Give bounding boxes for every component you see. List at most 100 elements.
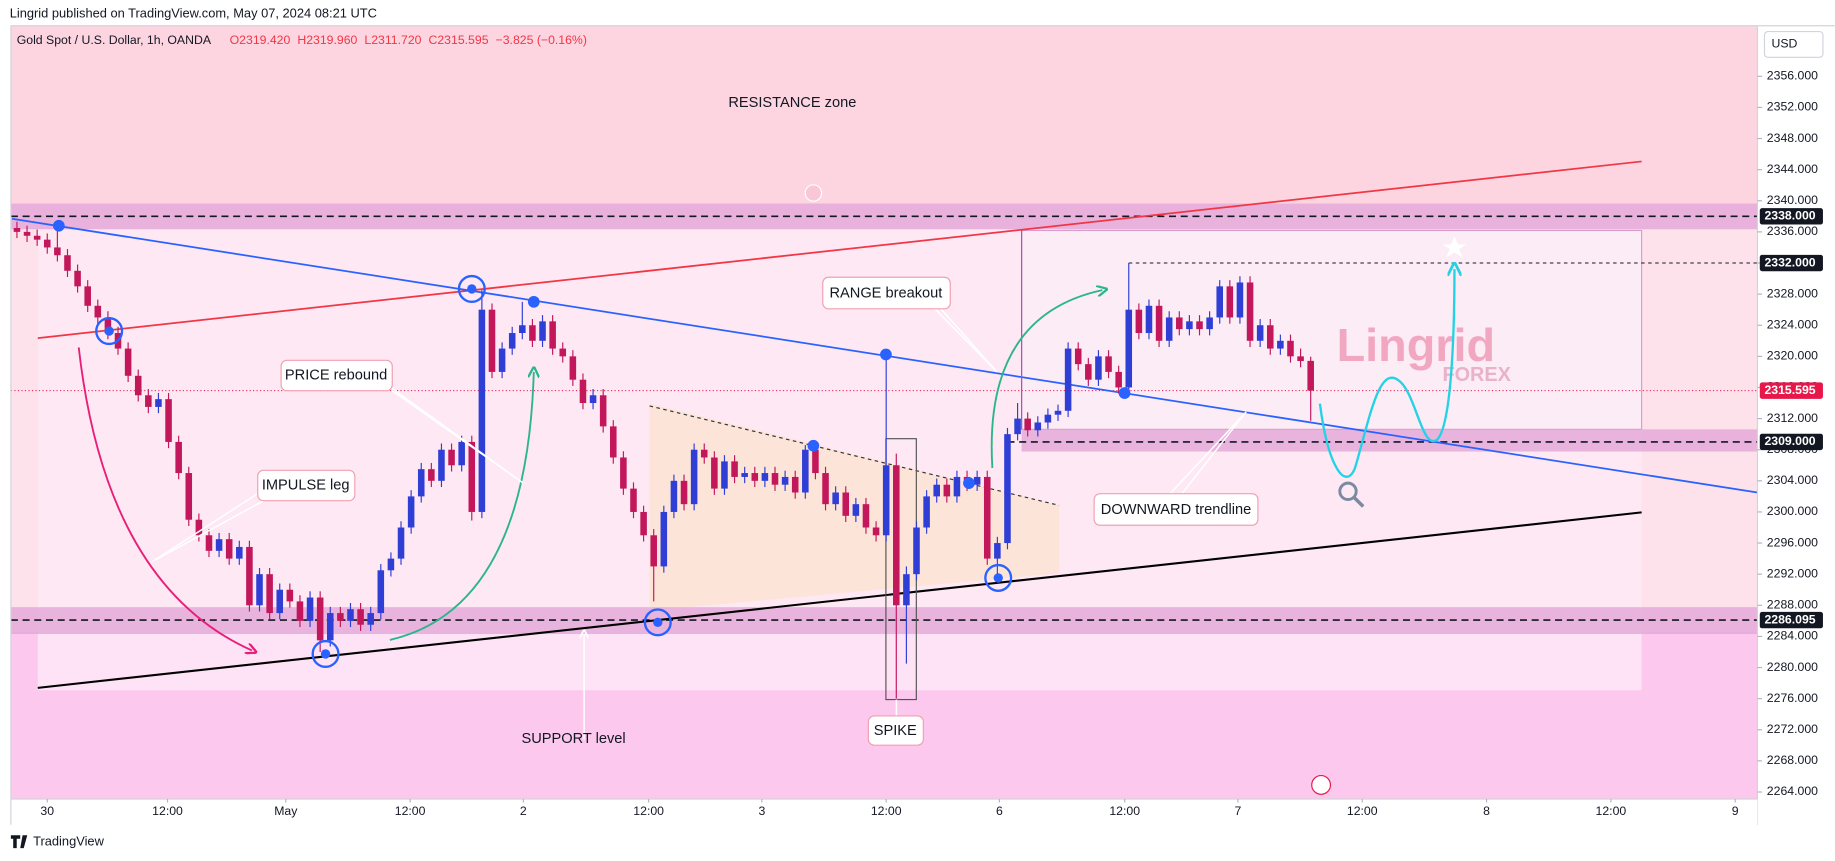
ohlc-value: L2311.720: [364, 33, 421, 47]
callout: [933, 307, 998, 373]
candle-body: [357, 609, 364, 625]
dot: [993, 573, 1003, 583]
projection-path: [1318, 269, 1455, 478]
candle-body: [781, 476, 789, 485]
candle-body: [246, 546, 253, 606]
y-tick-label: 2296.000: [1767, 535, 1818, 549]
y-tick-label: 2344.000: [1767, 162, 1818, 176]
y-tick-label: 2320.000: [1767, 349, 1818, 363]
x-tick-label: 3: [758, 804, 765, 818]
candle-body: [1074, 348, 1082, 365]
circle-marker: [643, 608, 672, 637]
candle-body: [1145, 305, 1153, 334]
candle-body: [1115, 371, 1122, 388]
circles: [95, 274, 1013, 668]
candle-body: [54, 247, 61, 256]
candle-body: [812, 449, 819, 474]
candle-body: [1277, 340, 1284, 349]
symbol: Gold Spot / U.S. Dollar, 1h, OANDA: [17, 33, 212, 47]
candle-body: [893, 465, 900, 606]
annotation: DOWNWARD trendline: [1101, 502, 1251, 518]
dot: [52, 219, 65, 232]
y-tick-label: 2304.000: [1767, 473, 1818, 487]
candle-body: [134, 375, 142, 396]
candle-body: [599, 395, 607, 427]
y-tick-label: 2300.000: [1767, 504, 1818, 518]
watermark: FOREX: [1442, 364, 1511, 386]
annotation: RANGE breakout: [829, 285, 942, 301]
watermark: Lingrid: [1337, 319, 1496, 371]
y-tick-label: 2288.000: [1767, 598, 1818, 612]
label-box: [1093, 493, 1259, 526]
candle-body: [943, 484, 951, 497]
price-tag: [1759, 382, 1823, 399]
price-tag: [1759, 208, 1823, 225]
y-tick-label: 2268.000: [1767, 753, 1818, 767]
candle-body: [913, 527, 920, 575]
candle-body: [670, 480, 678, 512]
x-tick-label: 12:00: [871, 804, 902, 818]
publisher: Lingrid published on TradingView.com, Ma…: [10, 5, 377, 20]
candle-body: [124, 348, 132, 376]
icon: [1311, 775, 1332, 795]
range-box: [1021, 229, 1643, 430]
candle-body: [33, 235, 41, 240]
candle-body: [1256, 325, 1264, 341]
dots: [52, 219, 1131, 659]
candle-body: [367, 613, 374, 625]
candle-body: [973, 476, 981, 485]
y-tick-label: 2280.000: [1767, 660, 1818, 674]
candle-body: [377, 570, 385, 614]
candle-body: [1034, 422, 1042, 431]
candle-body: [680, 480, 688, 505]
callout: [1169, 411, 1247, 495]
candle-body: [771, 473, 779, 485]
dot: [320, 649, 331, 659]
candle-body: [1307, 360, 1314, 391]
candle-body: [266, 574, 273, 614]
candle-body: [23, 231, 31, 236]
candle-body: [933, 484, 940, 497]
y-tick-label: 2328.000: [1767, 286, 1818, 300]
callouts: [152, 307, 1247, 716]
annotation: RESISTANCE zone: [728, 95, 856, 111]
candle-body: [610, 426, 617, 458]
candle-body: [994, 543, 1001, 559]
mid-band: [1021, 429, 1758, 452]
candle-body: [1095, 356, 1102, 380]
candle-body: [165, 399, 172, 442]
candle-body: [387, 558, 395, 571]
y-tick-label: 2264.000: [1767, 784, 1818, 798]
x-tick-label: 12:00: [395, 804, 426, 818]
candle-body: [1004, 434, 1011, 544]
label-box: [280, 359, 393, 392]
dot: [104, 326, 114, 336]
candle-body: [832, 492, 839, 505]
candle-body: [791, 476, 799, 493]
candle-body: [1064, 348, 1072, 411]
impulse-arrow: [77, 347, 252, 650]
candle-body: [1226, 286, 1234, 318]
rebound-arrow: [389, 372, 534, 641]
candle-body: [1246, 282, 1254, 341]
price-tag: [1759, 433, 1823, 451]
magnifier: [1338, 481, 1358, 501]
candle-body: [236, 546, 243, 559]
x-tick-label: 8: [1483, 804, 1490, 818]
label-box: [867, 715, 924, 746]
candle-body: [1297, 356, 1304, 362]
candle-body: [640, 511, 647, 536]
price-tag: [1759, 611, 1823, 629]
dot: [467, 284, 477, 294]
candle-body: [650, 535, 657, 567]
x-tick-label: 12:00: [1596, 804, 1627, 818]
candle-body: [508, 333, 516, 349]
candle-body: [84, 286, 91, 306]
candle-body: [822, 473, 829, 505]
dot: [653, 617, 663, 628]
resistance-trendline: [37, 160, 1642, 339]
breakout-arrow: [990, 290, 1103, 468]
y-tick-label: 2348.000: [1767, 131, 1818, 145]
y-tick-label: 2284.000: [1767, 629, 1818, 643]
